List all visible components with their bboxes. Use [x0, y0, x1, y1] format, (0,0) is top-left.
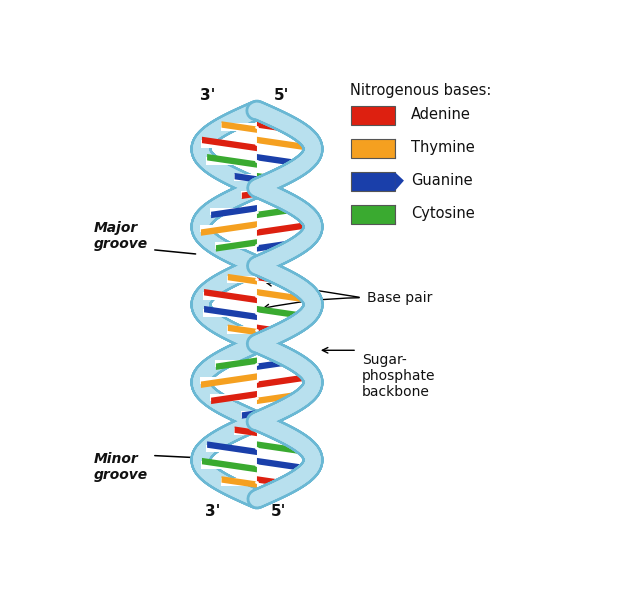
Polygon shape	[222, 476, 257, 488]
Polygon shape	[257, 137, 312, 151]
Text: 3': 3'	[205, 504, 220, 519]
Polygon shape	[210, 208, 304, 215]
Polygon shape	[234, 428, 280, 435]
Bar	[351, 140, 395, 158]
Polygon shape	[257, 173, 279, 182]
Polygon shape	[202, 137, 257, 151]
Text: Nitrogenous bases:: Nitrogenous bases:	[350, 83, 491, 98]
Polygon shape	[257, 373, 313, 388]
Polygon shape	[227, 276, 287, 283]
Polygon shape	[200, 377, 314, 384]
Polygon shape	[216, 239, 257, 252]
Polygon shape	[203, 292, 311, 300]
Polygon shape	[395, 172, 404, 191]
Polygon shape	[204, 306, 257, 320]
Polygon shape	[257, 343, 265, 350]
Polygon shape	[257, 121, 292, 133]
Polygon shape	[207, 441, 257, 455]
Polygon shape	[202, 458, 257, 472]
Polygon shape	[257, 306, 310, 320]
Polygon shape	[228, 274, 257, 285]
Polygon shape	[257, 289, 310, 303]
Polygon shape	[257, 324, 286, 335]
Polygon shape	[234, 174, 280, 181]
Polygon shape	[249, 258, 257, 266]
Polygon shape	[216, 358, 257, 370]
Polygon shape	[395, 206, 404, 223]
Text: Major
groove: Major groove	[93, 221, 147, 251]
Bar	[351, 106, 395, 125]
Text: Sugar-
phosphate
backbone: Sugar- phosphate backbone	[362, 353, 435, 399]
Polygon shape	[228, 324, 257, 335]
Polygon shape	[242, 190, 257, 199]
Polygon shape	[207, 154, 257, 168]
Polygon shape	[201, 373, 257, 388]
Polygon shape	[242, 410, 257, 419]
Polygon shape	[211, 391, 257, 404]
Polygon shape	[395, 140, 404, 158]
Text: Thymine: Thymine	[411, 140, 475, 155]
Polygon shape	[227, 326, 287, 334]
Polygon shape	[257, 426, 279, 436]
Polygon shape	[257, 258, 265, 266]
Polygon shape	[220, 478, 294, 486]
Text: 5': 5'	[272, 504, 287, 519]
Polygon shape	[215, 360, 299, 367]
Polygon shape	[201, 462, 313, 469]
Polygon shape	[257, 476, 292, 488]
Polygon shape	[241, 191, 273, 198]
Polygon shape	[210, 394, 304, 401]
Polygon shape	[200, 225, 314, 232]
Polygon shape	[257, 154, 307, 168]
Polygon shape	[257, 441, 307, 455]
Polygon shape	[257, 221, 313, 236]
Polygon shape	[257, 410, 272, 419]
Polygon shape	[222, 121, 257, 133]
Polygon shape	[234, 173, 257, 182]
Text: Minor
groove: Minor groove	[93, 452, 147, 482]
Polygon shape	[204, 289, 257, 303]
Polygon shape	[257, 239, 298, 252]
Text: Base pair: Base pair	[367, 290, 432, 305]
Polygon shape	[257, 205, 303, 218]
Text: Cytosine: Cytosine	[411, 206, 475, 221]
Text: 5': 5'	[273, 89, 289, 103]
Polygon shape	[220, 124, 294, 131]
Polygon shape	[215, 242, 299, 249]
Polygon shape	[257, 458, 312, 472]
Text: 3': 3'	[200, 89, 216, 103]
Polygon shape	[234, 426, 257, 436]
Text: Adenine: Adenine	[411, 108, 471, 122]
Polygon shape	[248, 258, 266, 266]
Polygon shape	[203, 309, 311, 317]
Polygon shape	[206, 157, 308, 165]
Polygon shape	[211, 205, 257, 218]
Polygon shape	[206, 444, 308, 452]
Polygon shape	[257, 391, 303, 404]
Polygon shape	[201, 221, 257, 236]
Polygon shape	[257, 190, 272, 199]
Polygon shape	[241, 411, 273, 418]
Polygon shape	[257, 274, 286, 285]
Polygon shape	[249, 343, 257, 350]
Polygon shape	[248, 343, 266, 350]
Polygon shape	[257, 358, 298, 370]
Bar	[351, 206, 395, 223]
Polygon shape	[201, 140, 313, 148]
Text: Guanine: Guanine	[411, 173, 473, 188]
Bar	[351, 172, 395, 191]
